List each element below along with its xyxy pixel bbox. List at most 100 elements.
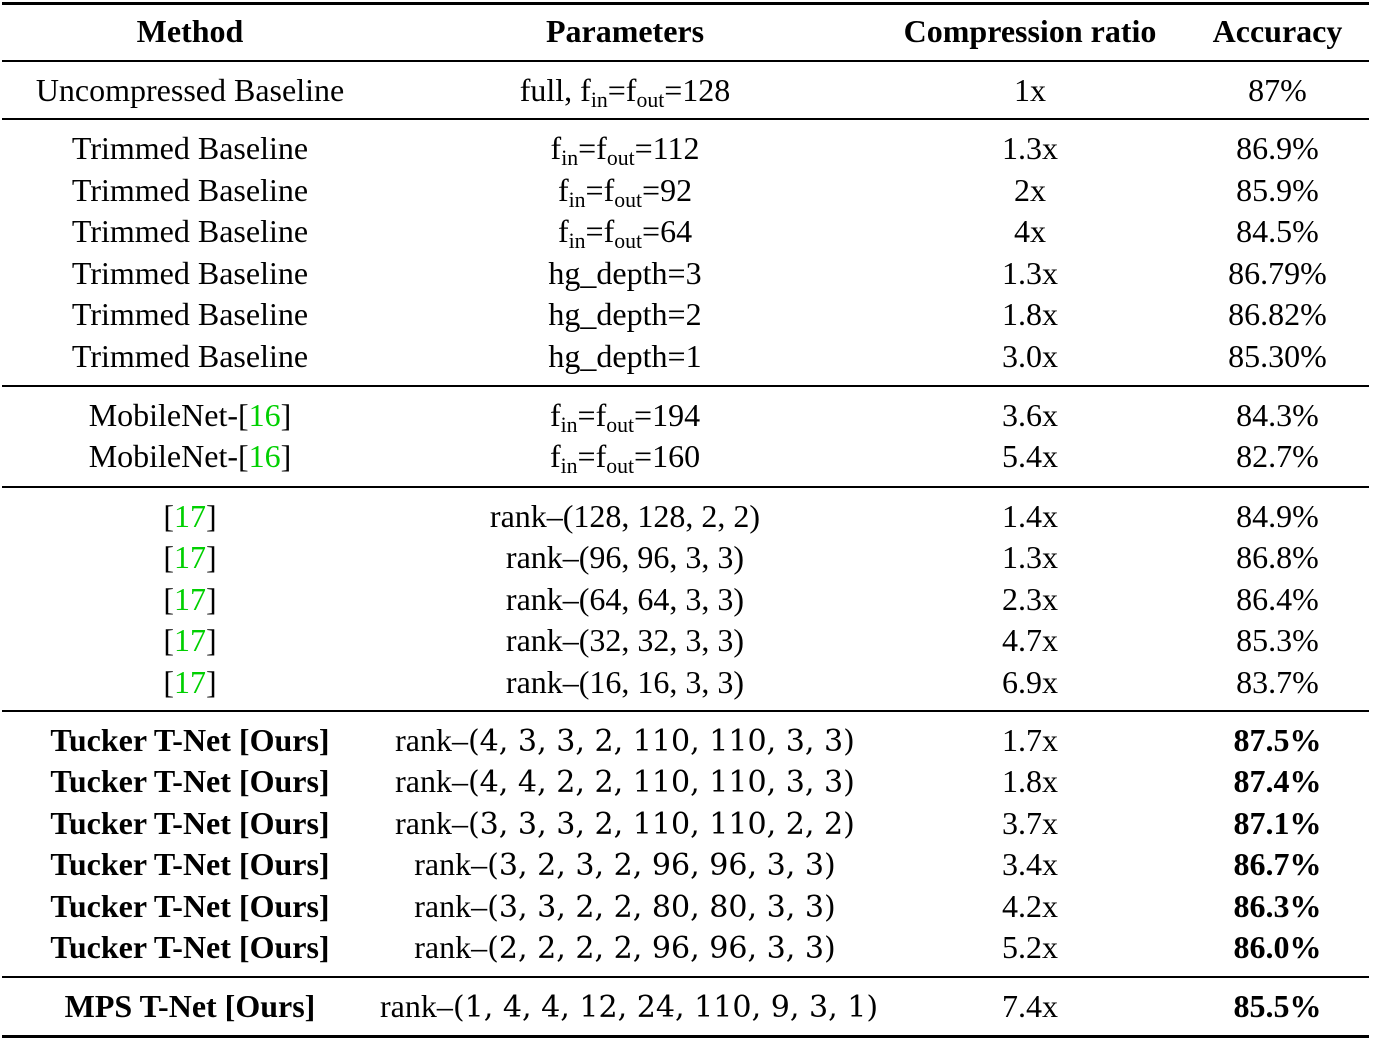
method-cell: [17] [163, 498, 217, 534]
table-row: Trimmed Baseline fin=fout=64 4x 84.5% [0, 210, 1373, 252]
bottom-rule [2, 1035, 1369, 1038]
method-cell: Trimmed Baseline [71, 213, 309, 249]
method-cell: Tucker T-Net [Ours] [50, 722, 330, 758]
parameters-cell: rank–(1, 4, 4, 12, 24, 110, 9, 3, 1) [380, 988, 879, 1025]
ratio-cell: 4x [1014, 213, 1046, 249]
citation-link[interactable]: 17 [174, 664, 206, 700]
accuracy-cell: 85.9% [1236, 172, 1319, 208]
ratio-cell: 1.4x [1002, 498, 1058, 534]
parameters-cell: rank–(32, 32, 3, 3) [505, 622, 745, 658]
table-row: Trimmed Baseline hg_depth=1 3.0x 85.30% [0, 335, 1373, 377]
parameters-cell: full, fin=fout=128 [519, 72, 731, 113]
accuracy-cell: 85.3% [1236, 622, 1319, 658]
header-rule [2, 60, 1369, 62]
accuracy-cell: 86.8% [1236, 539, 1319, 575]
accuracy-cell: 85.5% [1233, 988, 1322, 1024]
method-cell: Tucker T-Net [Ours] [50, 846, 330, 882]
citation-link[interactable]: 17 [174, 581, 206, 617]
section-rule [2, 710, 1369, 712]
top-rule [2, 2, 1369, 5]
ratio-cell: 1x [1014, 72, 1046, 108]
table-row: [17] rank–(32, 32, 3, 3) 4.7x 85.3% [0, 619, 1373, 661]
section-rule [2, 118, 1369, 120]
table-row: Tucker T-Net [Ours] rank–(4, 4, 2, 2, 11… [0, 760, 1373, 802]
accuracy-cell: 87.5% [1233, 722, 1322, 758]
ratio-cell: 1.7x [1002, 722, 1058, 758]
method-cell: MobileNet-[16] [88, 397, 292, 433]
method-cell: [17] [163, 539, 217, 575]
ratio-cell: 3.6x [1002, 397, 1058, 433]
ratio-cell: 1.3x [1002, 255, 1058, 291]
accuracy-cell: 84.9% [1236, 498, 1319, 534]
parameters-cell: rank–(16, 16, 3, 3) [505, 664, 745, 700]
table-row: Tucker T-Net [Ours] rank–(3, 2, 3, 2, 96… [0, 843, 1373, 885]
parameters-cell: rank–(96, 96, 3, 3) [505, 539, 745, 575]
header-parameters: Parameters [545, 13, 705, 49]
table-row: Tucker T-Net [Ours] rank–(3, 3, 2, 2, 80… [0, 885, 1373, 927]
citation-link[interactable]: 17 [174, 498, 206, 534]
table-header-row: Method Parameters Compression ratio Accu… [0, 10, 1373, 52]
ratio-cell: 2x [1014, 172, 1046, 208]
ratio-cell: 2.3x [1002, 581, 1058, 617]
parameters-cell: fin=fout=112 [550, 130, 700, 171]
ratio-cell: 3.4x [1002, 846, 1058, 882]
method-cell: Trimmed Baseline [71, 255, 309, 291]
table-row: Tucker T-Net [Ours] rank–(4, 3, 3, 2, 11… [0, 719, 1373, 761]
method-cell: Tucker T-Net [Ours] [50, 929, 330, 965]
accuracy-cell: 86.4% [1236, 581, 1319, 617]
citation-link[interactable]: 17 [174, 539, 206, 575]
parameters-cell: hg_depth=1 [548, 338, 702, 374]
table-row: Trimmed Baseline fin=fout=92 2x 85.9% [0, 169, 1373, 211]
method-cell: Tucker T-Net [Ours] [50, 805, 330, 841]
table-row: Tucker T-Net [Ours] rank–(2, 2, 2, 2, 96… [0, 926, 1373, 968]
parameters-cell: rank–(3, 3, 3, 2, 110, 110, 2, 2) [395, 805, 855, 842]
parameters-cell: rank–(2, 2, 2, 2, 96, 96, 3, 3) [414, 929, 836, 966]
parameters-cell: fin=fout=92 [557, 172, 693, 213]
table-row: Tucker T-Net [Ours] rank–(3, 3, 3, 2, 11… [0, 802, 1373, 844]
parameters-cell: rank–(3, 2, 3, 2, 96, 96, 3, 3) [414, 846, 836, 883]
accuracy-cell: 84.3% [1236, 397, 1319, 433]
accuracy-cell: 86.0% [1233, 929, 1322, 965]
header-compression-ratio: Compression ratio [903, 13, 1157, 49]
accuracy-cell: 87.4% [1233, 763, 1322, 799]
accuracy-cell: 84.5% [1236, 213, 1319, 249]
method-cell: Uncompressed Baseline [35, 72, 345, 108]
accuracy-cell: 82.7% [1236, 438, 1319, 474]
ratio-cell: 1.8x [1002, 296, 1058, 332]
citation-link[interactable]: 16 [248, 397, 281, 433]
ratio-cell: 4.2x [1002, 888, 1058, 924]
parameters-cell: fin=fout=64 [557, 213, 693, 254]
citation-link[interactable]: 17 [174, 622, 206, 658]
method-cell: Trimmed Baseline [71, 338, 309, 374]
method-cell: [17] [163, 664, 217, 700]
table-row: MPS T-Net [Ours] rank–(1, 4, 4, 12, 24, … [0, 985, 1373, 1027]
parameters-cell: rank–(64, 64, 3, 3) [505, 581, 745, 617]
ratio-cell: 7.4x [1002, 988, 1058, 1024]
parameters-cell: rank–(4, 4, 2, 2, 110, 110, 3, 3) [395, 763, 855, 800]
citation-link[interactable]: 16 [248, 438, 281, 474]
accuracy-cell: 87.1% [1233, 805, 1322, 841]
method-cell: [17] [163, 581, 217, 617]
parameters-cell: hg_depth=2 [548, 296, 702, 332]
parameters-cell: hg_depth=3 [548, 255, 702, 291]
table-row: [17] rank–(96, 96, 3, 3) 1.3x 86.8% [0, 536, 1373, 578]
parameters-cell: fin=fout=194 [549, 397, 701, 438]
table-row: MobileNet-[16] fin=fout=160 5.4x 82.7% [0, 435, 1373, 477]
accuracy-cell: 83.7% [1236, 664, 1319, 700]
method-cell: Trimmed Baseline [71, 172, 309, 208]
ratio-cell: 5.4x [1002, 438, 1058, 474]
method-cell: Trimmed Baseline [71, 130, 309, 166]
method-cell: MobileNet-[16] [88, 438, 292, 474]
parameters-cell: rank–(3, 3, 2, 2, 80, 80, 3, 3) [414, 888, 836, 925]
method-cell: [17] [163, 622, 217, 658]
ratio-cell: 1.8x [1002, 763, 1058, 799]
table-row: [17] rank–(128, 128, 2, 2) 1.4x 84.9% [0, 495, 1373, 537]
table-row: Trimmed Baseline fin=fout=112 1.3x 86.9% [0, 127, 1373, 169]
table-row: [17] rank–(64, 64, 3, 3) 2.3x 86.4% [0, 578, 1373, 620]
method-cell: Tucker T-Net [Ours] [50, 888, 330, 924]
table-row: [17] rank–(16, 16, 3, 3) 6.9x 83.7% [0, 661, 1373, 703]
accuracy-cell: 86.3% [1233, 888, 1322, 924]
ratio-cell: 5.2x [1002, 929, 1058, 965]
table-row: Trimmed Baseline hg_depth=2 1.8x 86.82% [0, 293, 1373, 335]
accuracy-cell: 86.7% [1233, 846, 1322, 882]
